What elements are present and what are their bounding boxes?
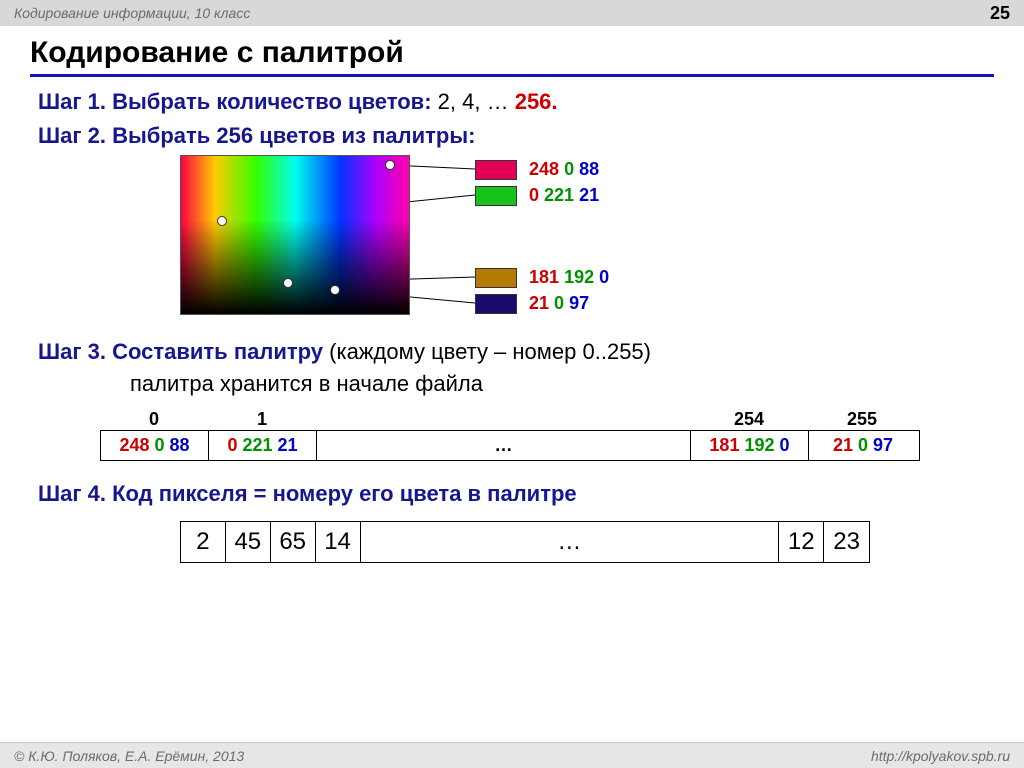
header-subject: Кодирование информации, 10 класс [14, 5, 250, 21]
color-swatch [475, 186, 517, 206]
swatch-row: 0 221 21 [475, 185, 599, 206]
palette-index: 1 [208, 409, 316, 430]
swatch-row: 181 192 0 [475, 267, 609, 288]
step3-line: Шаг 3. Составить палитру (каждому цвету … [38, 339, 994, 365]
rgb-value: 181 192 0 [529, 267, 609, 288]
pixel-cell: 23 [824, 522, 869, 562]
pixel-cell: 2 [181, 522, 226, 562]
slide-content: Кодирование с палитрой Шаг 1. Выбрать ко… [0, 26, 1024, 563]
palette-index: 255 [808, 409, 916, 430]
step1-line: Шаг 1. Выбрать количество цветов: 2, 4, … [38, 89, 994, 115]
color-swatch [475, 294, 517, 314]
step1-highlight: 256. [515, 89, 558, 114]
rgb-value: 0 221 21 [529, 185, 599, 206]
palette-cell: 181 192 0 [691, 431, 809, 460]
step4-label: Шаг 4. Код пикселя = номеру его цвета в … [38, 481, 577, 506]
pixel-code-table: 2456514…1223 [180, 521, 870, 563]
palette-table: 01 254255 248 0 880 221 21…181 192 021 0 … [100, 409, 920, 461]
sample-dot [283, 278, 293, 288]
palette-index: 254 [690, 409, 808, 430]
palette-index-row: 01 254255 [100, 409, 920, 430]
rgb-value: 21 0 97 [529, 293, 589, 314]
palette-index: 0 [100, 409, 208, 430]
step2-label: Шаг 2. Выбрать 256 цветов из палитры: [38, 123, 475, 148]
footer-url: http://kpolyakov.spb.ru [871, 748, 1010, 764]
rgb-value: 248 0 88 [529, 159, 599, 180]
palette-picker: 248 0 88 0 221 21 181 192 0 21 0 97 [30, 155, 994, 335]
step3-note: палитра хранится в начале файла [130, 371, 994, 397]
footer-bar: © К.Ю. Поляков, Е.А. Ерёмин, 2013 http:/… [0, 742, 1024, 768]
page-number: 25 [990, 3, 1010, 24]
slide-title: Кодирование с палитрой [30, 36, 994, 77]
palette-cell: 21 0 97 [809, 431, 917, 460]
footer-copyright: © К.Ю. Поляков, Е.А. Ерёмин, 2013 [14, 748, 244, 764]
pixel-ellipsis: … [361, 522, 780, 562]
color-swatch [475, 268, 517, 288]
pixel-cell: 65 [271, 522, 316, 562]
sample-dot [217, 216, 227, 226]
step1-label: Шаг 1. Выбрать количество цветов: [38, 89, 432, 114]
step3-tail: (каждому цвету – номер 0..255) [323, 339, 651, 364]
step4-line: Шаг 4. Код пикселя = номеру его цвета в … [38, 481, 994, 507]
header-bar: Кодирование информации, 10 класс 25 [0, 0, 1024, 26]
color-swatch [475, 160, 517, 180]
step1-plain: 2, 4, … [438, 89, 509, 114]
palette-cell: 0 221 21 [209, 431, 317, 460]
pixel-cell: 45 [226, 522, 271, 562]
sample-dot [385, 160, 395, 170]
pixel-cell: 14 [316, 522, 361, 562]
swatch-row: 21 0 97 [475, 293, 589, 314]
step2-line: Шаг 2. Выбрать 256 цветов из палитры: [38, 123, 994, 149]
swatch-row: 248 0 88 [475, 159, 599, 180]
palette-index [316, 409, 690, 430]
step3-label: Шаг 3. Составить палитру [38, 339, 323, 364]
color-spectrum [180, 155, 410, 315]
palette-data-row: 248 0 880 221 21…181 192 021 0 97 [100, 430, 920, 461]
sample-dot [330, 285, 340, 295]
pixel-cell: 12 [779, 522, 824, 562]
palette-ellipsis: … [317, 431, 691, 460]
palette-cell: 248 0 88 [101, 431, 209, 460]
